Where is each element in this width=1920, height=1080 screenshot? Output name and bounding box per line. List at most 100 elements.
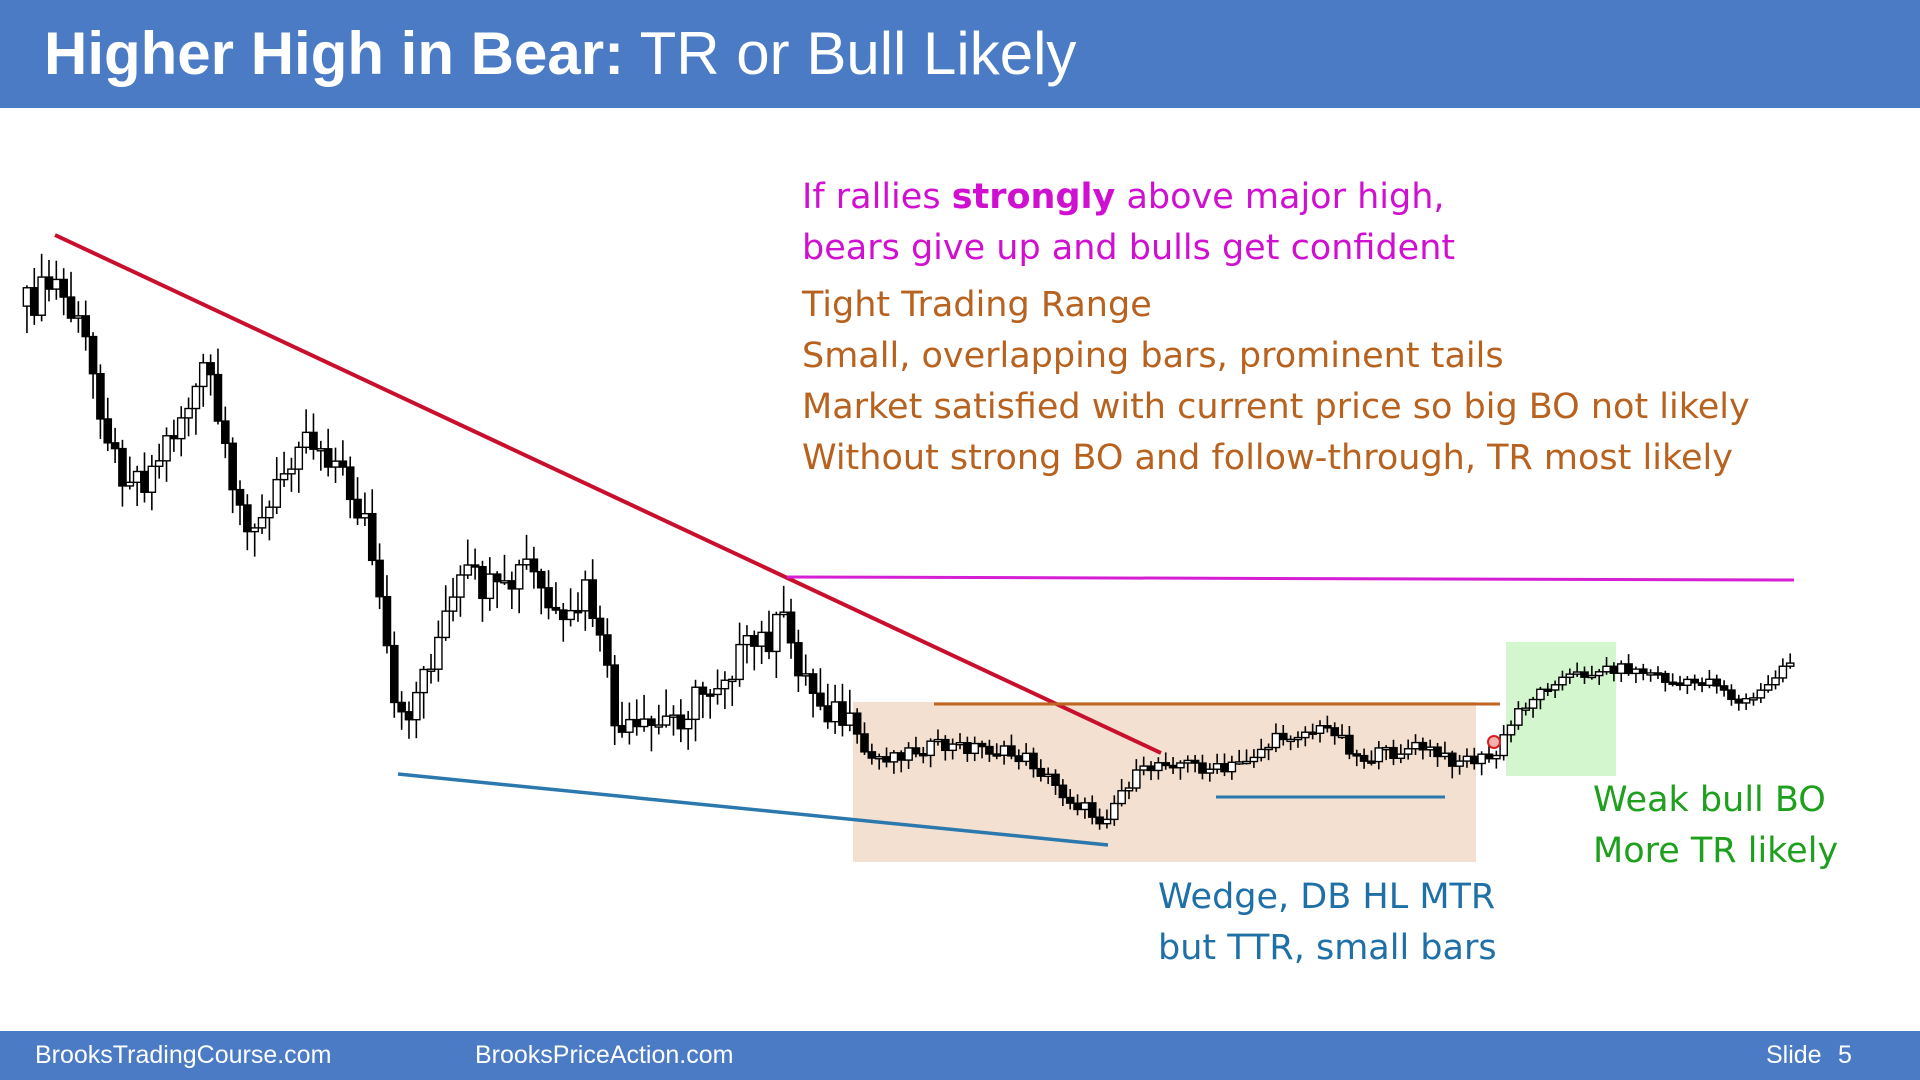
- candle-body: [654, 724, 664, 728]
- title-rest: TR or Bull Likely: [624, 20, 1077, 87]
- candle-body: [1345, 734, 1354, 755]
- candle-body: [441, 610, 451, 639]
- candle-body: [1065, 796, 1075, 804]
- candle-body: [1771, 677, 1780, 686]
- candle-body: [1756, 689, 1766, 699]
- candle-body: [632, 718, 642, 728]
- candle-body: [963, 741, 972, 755]
- candle-body: [316, 448, 326, 452]
- candle-body: [1102, 818, 1112, 825]
- candle-body: [1007, 745, 1016, 757]
- candle-body: [1234, 761, 1244, 765]
- candle-body: [191, 385, 201, 410]
- candle-body: [588, 579, 597, 620]
- candle-body: [1514, 708, 1523, 726]
- candle-body: [1323, 725, 1332, 729]
- candle-body: [882, 756, 891, 763]
- candle-body: [830, 701, 840, 723]
- candle-body: [1124, 787, 1134, 792]
- candle-body: [551, 606, 561, 611]
- candle-body: [1616, 663, 1626, 674]
- note-line: If rallies strongly above major high,: [802, 172, 1455, 223]
- candle-body: [162, 435, 171, 462]
- cursor-dot: [1487, 735, 1501, 749]
- candle-body: [375, 559, 384, 598]
- candle-body: [772, 613, 781, 653]
- candle-body: [309, 431, 318, 450]
- candle-body: [581, 579, 590, 612]
- candle-body: [1506, 724, 1516, 736]
- candle-body: [1425, 746, 1435, 751]
- candle-body: [1572, 671, 1582, 675]
- candle-body: [1176, 762, 1185, 769]
- candle-body: [1477, 753, 1486, 765]
- candle-body: [1785, 662, 1795, 667]
- candle-body: [1594, 671, 1604, 677]
- candle-body: [1242, 760, 1251, 765]
- candle-body: [1462, 755, 1472, 762]
- candle-body: [169, 435, 179, 440]
- candle-body: [1763, 684, 1773, 691]
- note-line: but TTR, small bars: [1158, 928, 1497, 968]
- candle-body: [1264, 746, 1273, 751]
- candle-body: [478, 565, 487, 600]
- candle-body: [522, 558, 531, 566]
- candle-body: [213, 373, 223, 422]
- candle-body: [88, 335, 98, 375]
- note-line: Market satisfied with current price so b…: [802, 387, 1750, 427]
- candle-body: [1455, 760, 1464, 767]
- candle-body: [1161, 762, 1171, 767]
- slide-label: Slide: [1766, 1041, 1822, 1069]
- candle-body: [419, 668, 428, 694]
- major-high-line: [786, 575, 1795, 582]
- candle-body: [1558, 676, 1567, 686]
- candle-body: [1602, 665, 1611, 673]
- candle-body: [463, 564, 473, 576]
- candle-body: [1308, 731, 1317, 735]
- candle-body: [1675, 682, 1685, 686]
- candle-body: [603, 634, 612, 666]
- candle-body: [1661, 672, 1670, 683]
- candle-body: [1337, 734, 1347, 739]
- candle-body: [1293, 736, 1303, 741]
- note-line: Without strong BO and follow-through, TR…: [802, 438, 1733, 478]
- candle-body: [1381, 746, 1391, 751]
- green-note: Weak bull BO More TR likely: [1593, 775, 1838, 877]
- candle-body: [514, 564, 524, 590]
- candle-body: [221, 420, 230, 444]
- candle-body: [889, 752, 899, 763]
- candle-body: [367, 512, 377, 562]
- candle-body: [786, 611, 796, 644]
- candle-body: [1609, 665, 1619, 674]
- candle-body: [536, 570, 546, 589]
- candle-body: [1403, 748, 1413, 755]
- candle-body: [764, 631, 774, 653]
- candle-body: [941, 738, 950, 752]
- candle-body: [1198, 762, 1207, 774]
- candle-body: [1719, 685, 1729, 691]
- magenta-note: If rallies strongly above major high, be…: [802, 172, 1455, 274]
- candle-body: [1301, 731, 1310, 739]
- candle-body: [176, 417, 186, 440]
- candle-body: [1705, 678, 1714, 687]
- candle-body: [250, 527, 259, 533]
- brown-note: Tight Trading Range Small, overlapping b…: [802, 280, 1750, 484]
- candle-body: [118, 447, 127, 487]
- candle-body: [816, 692, 825, 707]
- candle-body: [66, 296, 76, 319]
- candle-body: [955, 741, 965, 746]
- candle-body: [1411, 741, 1420, 750]
- candle-body: [867, 751, 877, 759]
- candle-body: [1073, 802, 1082, 811]
- candle-body: [1631, 668, 1641, 675]
- candle-body: [140, 470, 149, 493]
- candle-body: [1499, 734, 1508, 757]
- candle-body: [742, 635, 752, 646]
- candle-body: [1550, 684, 1560, 691]
- candle-body: [1315, 725, 1325, 734]
- candle-body: [294, 446, 304, 470]
- candle-body: [904, 747, 913, 761]
- candle-body: [1374, 747, 1384, 763]
- candle-body: [1492, 754, 1501, 760]
- candle-body: [353, 498, 362, 519]
